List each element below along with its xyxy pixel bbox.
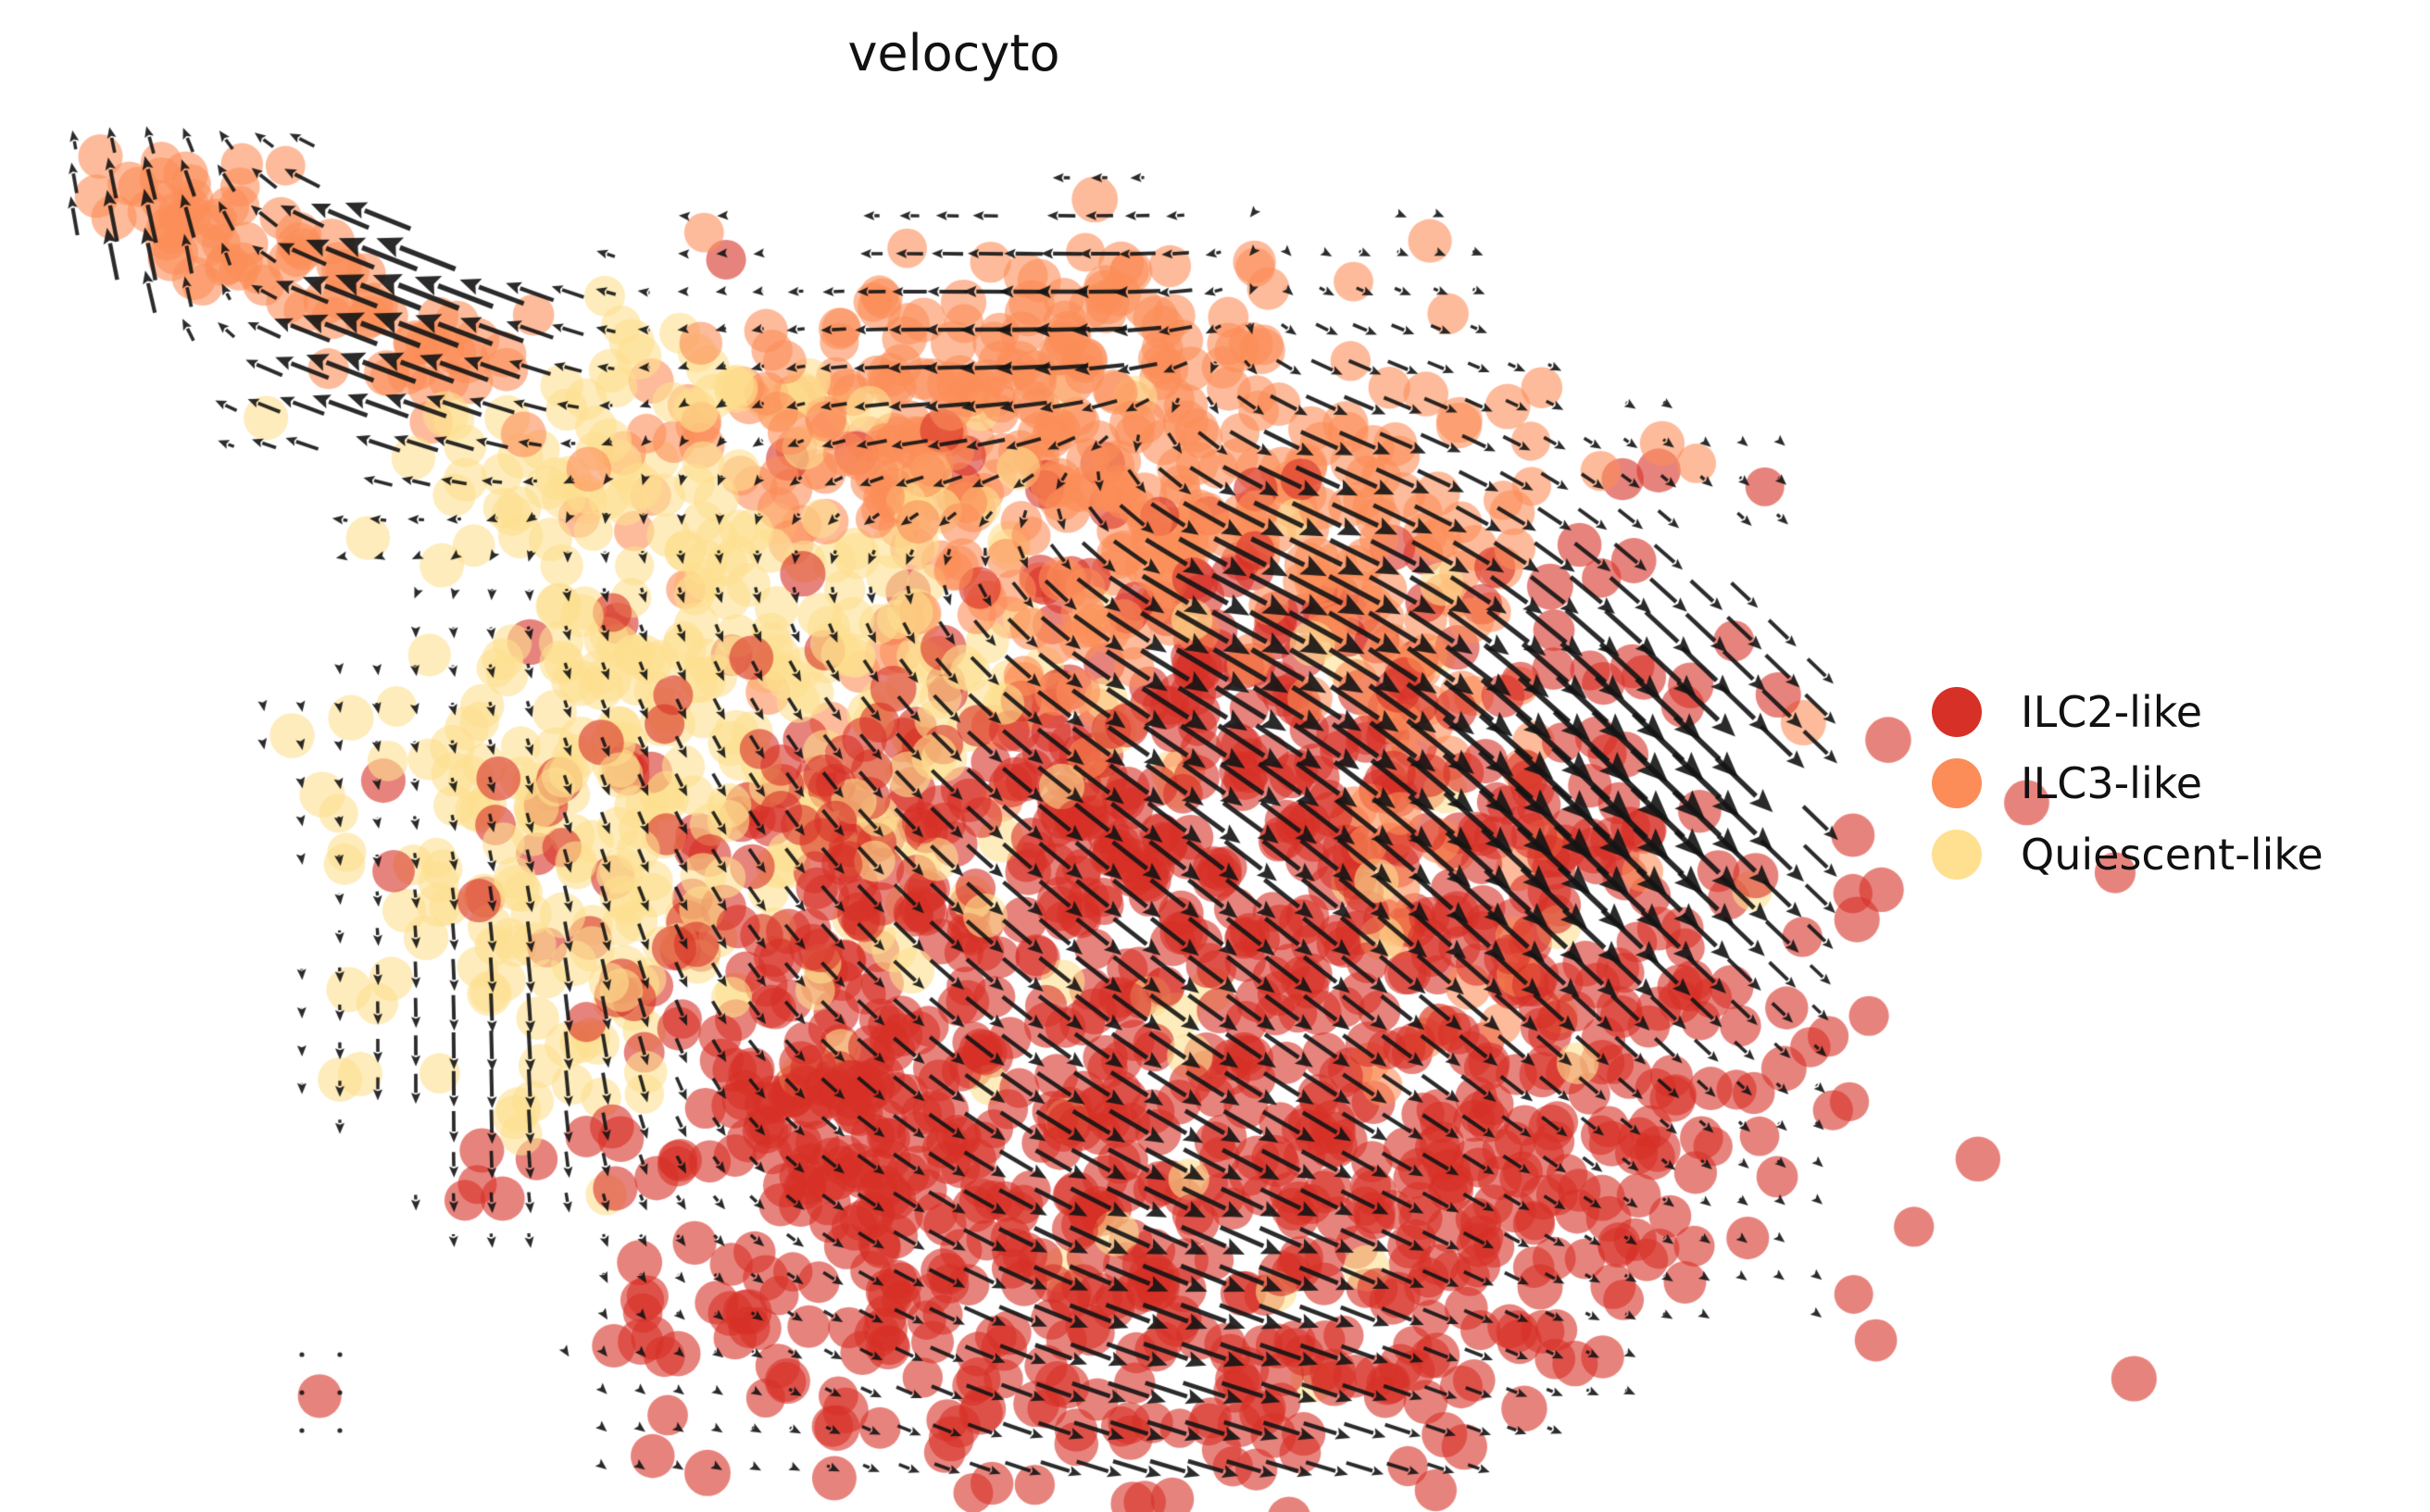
plot-title: velocyto [847, 24, 1060, 82]
legend-item-ilc3: ILC3-like [1932, 758, 2324, 808]
legend: ILC2-like ILC3-like Quiescent-like [1932, 687, 2324, 880]
legend-swatch-quiescent [1932, 830, 1982, 880]
legend-label: ILC2-like [2021, 687, 2203, 737]
legend-label: ILC3-like [2021, 758, 2203, 808]
legend-item-ilc2: ILC2-like [1932, 687, 2324, 737]
legend-item-quiescent: Quiescent-like [1932, 830, 2324, 880]
legend-swatch-ilc3 [1932, 758, 1982, 808]
legend-label: Quiescent-like [2021, 830, 2324, 880]
legend-swatch-ilc2 [1932, 687, 1982, 737]
